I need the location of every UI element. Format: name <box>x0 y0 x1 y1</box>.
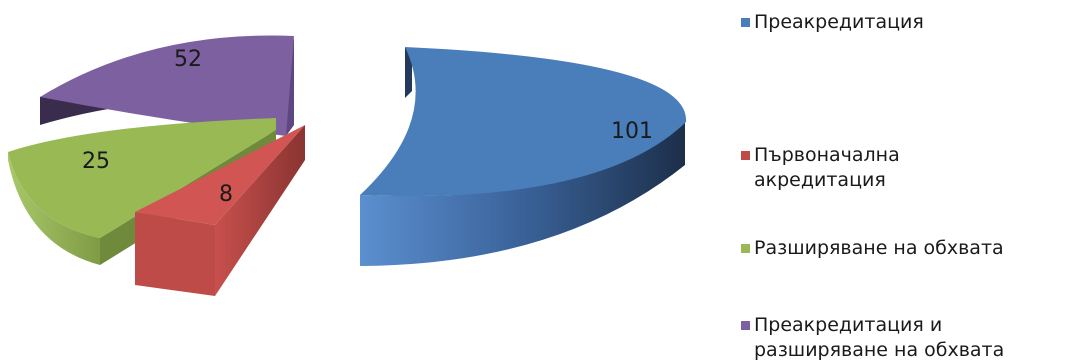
pie-slice-4 <box>40 35 294 136</box>
chart-legend: Преакредитация Първоначална акредитация … <box>741 0 1071 362</box>
legend-item: Преакредитация <box>741 10 924 35</box>
slice-label: 52 <box>174 47 202 72</box>
legend-swatch <box>741 18 750 27</box>
legend-item: Преакредитация и разширяване на обхвата <box>741 313 1004 363</box>
legend-swatch <box>741 151 750 160</box>
pie-slice-1 <box>360 47 687 266</box>
legend-label: Преакредитация и разширяване на обхвата <box>754 314 1005 361</box>
legend-swatch <box>741 321 750 330</box>
legend-label: Преакредитация <box>754 11 924 33</box>
legend-swatch <box>741 244 750 253</box>
slice-label: 8 <box>219 182 233 207</box>
pie-chart: 101 8 25 52 <box>8 35 687 296</box>
slice-label: 101 <box>611 119 653 144</box>
pie-slice-2 <box>135 125 305 296</box>
legend-item: Първоначална акредитация <box>741 143 900 193</box>
slice-label: 25 <box>82 149 110 174</box>
legend-item: Разширяване на обхвата <box>741 236 1004 261</box>
legend-label: Разширяване на обхвата <box>754 237 1004 259</box>
legend-label: Първоначална акредитация <box>754 144 900 191</box>
